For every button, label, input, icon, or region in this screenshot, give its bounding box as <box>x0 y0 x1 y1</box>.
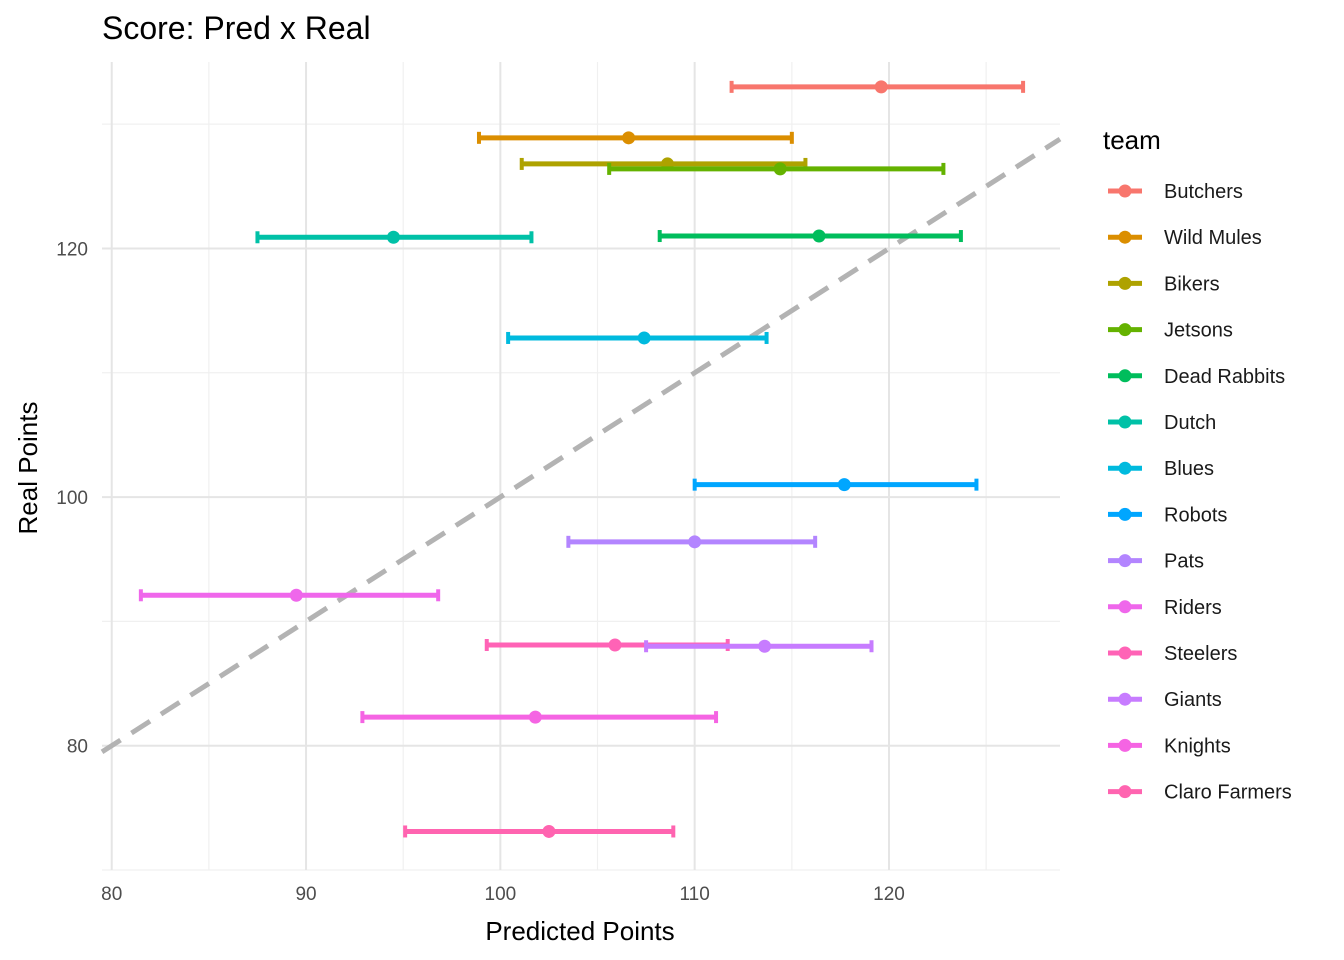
x-tick-label: 80 <box>101 884 122 905</box>
data-point <box>386 230 400 244</box>
legend-item: Giants <box>1108 689 1222 711</box>
legend-key-point <box>1118 323 1132 337</box>
series-blues <box>506 331 769 345</box>
y-tick-label: 80 <box>67 737 88 758</box>
series-dead-rabbits <box>657 229 963 243</box>
data-point <box>758 639 772 653</box>
legend-key-point <box>1118 785 1132 799</box>
legend-key-point <box>1118 646 1132 660</box>
data-point <box>608 638 622 652</box>
legend-item: Dutch <box>1108 412 1216 434</box>
x-tick-label: 100 <box>485 884 517 905</box>
legend-label: Steelers <box>1164 643 1237 665</box>
legend-item: Claro Farmers <box>1108 782 1292 804</box>
legend-key-point <box>1118 600 1132 614</box>
legend: team Butchers Wild Mules Bikers Jetsons Dead… <box>1103 125 1292 804</box>
x-tick-label: 120 <box>873 884 905 905</box>
series-robots <box>692 478 979 492</box>
data-point <box>688 535 702 549</box>
series-giants <box>644 639 874 653</box>
series-pats <box>566 535 818 549</box>
reference-line-group <box>100 136 1062 755</box>
legend-key-point <box>1118 415 1132 429</box>
legend-item: Bikers <box>1108 273 1220 295</box>
legend-label: Knights <box>1164 735 1231 757</box>
data-point <box>528 710 542 724</box>
y-tick-label: 120 <box>56 239 88 260</box>
major-grid <box>102 62 1060 870</box>
legend-item: Butchers <box>1108 181 1243 203</box>
legend-label: Riders <box>1164 597 1222 619</box>
legend-label: Giants <box>1164 689 1222 711</box>
legend-item: Steelers <box>1108 643 1237 665</box>
legend-item: Wild Mules <box>1108 227 1262 249</box>
data-point <box>773 162 787 176</box>
chart-title: Score: Pred x Real <box>102 10 371 46</box>
legend-item: Knights <box>1108 735 1231 757</box>
data-point <box>812 229 826 243</box>
series-knights <box>360 710 719 724</box>
x-tick-label: 110 <box>680 884 710 905</box>
legend-label: Wild Mules <box>1164 227 1262 249</box>
legend-label: Bikers <box>1164 273 1220 295</box>
legend-item: Robots <box>1108 504 1227 526</box>
reference-line <box>100 136 1062 755</box>
minor-grid <box>102 62 1060 871</box>
legend-item: Jetsons <box>1108 320 1233 342</box>
legend-item: Riders <box>1108 597 1222 619</box>
series-wild-mules <box>476 131 794 145</box>
legend-label: Jetsons <box>1164 320 1233 342</box>
x-tick-label: 90 <box>295 884 316 905</box>
x-axis-title: Predicted Points <box>485 916 674 946</box>
data-point <box>874 80 888 94</box>
legend-label: Claro Farmers <box>1164 782 1292 804</box>
legend-label: Pats <box>1164 551 1204 573</box>
series-butchers <box>729 80 1026 94</box>
legend-key-point <box>1118 554 1132 568</box>
legend-key-point <box>1118 184 1132 198</box>
x-axis-ticks: 80 90 100 110 120 <box>101 884 905 905</box>
legend-item: Blues <box>1108 458 1214 480</box>
series-dutch <box>255 230 534 244</box>
data-point <box>637 331 651 345</box>
data-point <box>289 588 303 602</box>
legend-key-point <box>1118 507 1132 521</box>
series-jetsons <box>607 162 946 176</box>
legend-label: Butchers <box>1164 181 1243 203</box>
legend-key-point <box>1118 276 1132 290</box>
legend-title: team <box>1103 125 1161 155</box>
legend-label: Robots <box>1164 504 1227 526</box>
data-point <box>622 131 636 145</box>
legend-label: Blues <box>1164 458 1214 480</box>
data-point <box>837 478 851 492</box>
legend-items: Butchers Wild Mules Bikers Jetsons Dead Rabb… <box>1108 181 1292 804</box>
legend-key-point <box>1118 461 1132 475</box>
legend-key-point <box>1118 692 1132 706</box>
data-point <box>542 824 556 838</box>
legend-label: Dead Rabbits <box>1164 366 1285 388</box>
y-tick-label: 100 <box>56 488 88 509</box>
legend-item: Dead Rabbits <box>1108 366 1285 388</box>
y-axis-title: Real Points <box>13 402 43 535</box>
legend-label: Dutch <box>1164 412 1216 434</box>
legend-key-point <box>1118 738 1132 752</box>
data-marks <box>138 80 1026 838</box>
legend-key-point <box>1118 230 1132 244</box>
series-riders <box>138 588 441 602</box>
y-axis-ticks: 80 100 120 <box>56 239 88 757</box>
legend-item: Pats <box>1108 551 1204 573</box>
series-claro-farmers <box>403 824 676 838</box>
legend-key-point <box>1118 369 1132 383</box>
